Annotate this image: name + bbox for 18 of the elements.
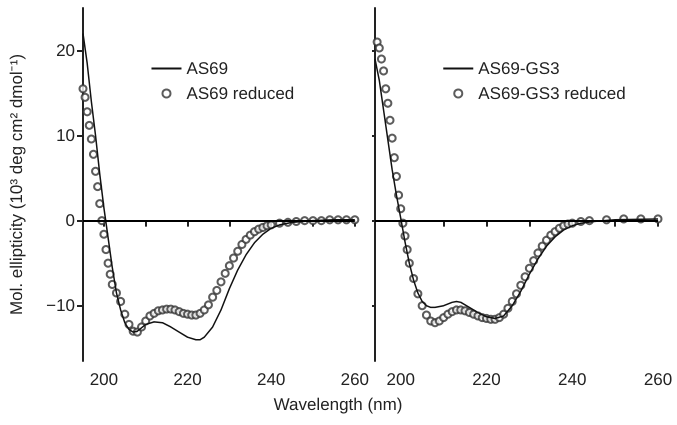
legend-label: AS69 [186, 59, 228, 78]
legend-label: AS69 reduced [186, 84, 294, 103]
x-tick-label: 260 [644, 370, 672, 389]
y-axis-title: Mol. ellipticity (10³ deg cm² dmol⁻¹) [7, 54, 26, 316]
x-axis-title: Wavelength (nm) [274, 395, 402, 415]
x-tick-label: 220 [472, 370, 501, 389]
x-tick-label: 200 [90, 370, 118, 389]
legend-label: AS69-GS3 [478, 59, 560, 78]
x-tick-label: 220 [173, 370, 202, 389]
x-tick-label: 240 [256, 370, 286, 389]
x-tick-label: 240 [558, 370, 586, 389]
y-tick-label: 10 [56, 126, 75, 146]
y-tick-label: 20 [56, 41, 75, 60]
legend-label: AS69-GS3 reduced [478, 84, 626, 103]
y-tick-label: 0 [66, 211, 75, 230]
x-tick-label: 260 [340, 370, 370, 389]
x-tick-label: 200 [386, 370, 415, 389]
y-tick-label: −10 [46, 296, 75, 316]
